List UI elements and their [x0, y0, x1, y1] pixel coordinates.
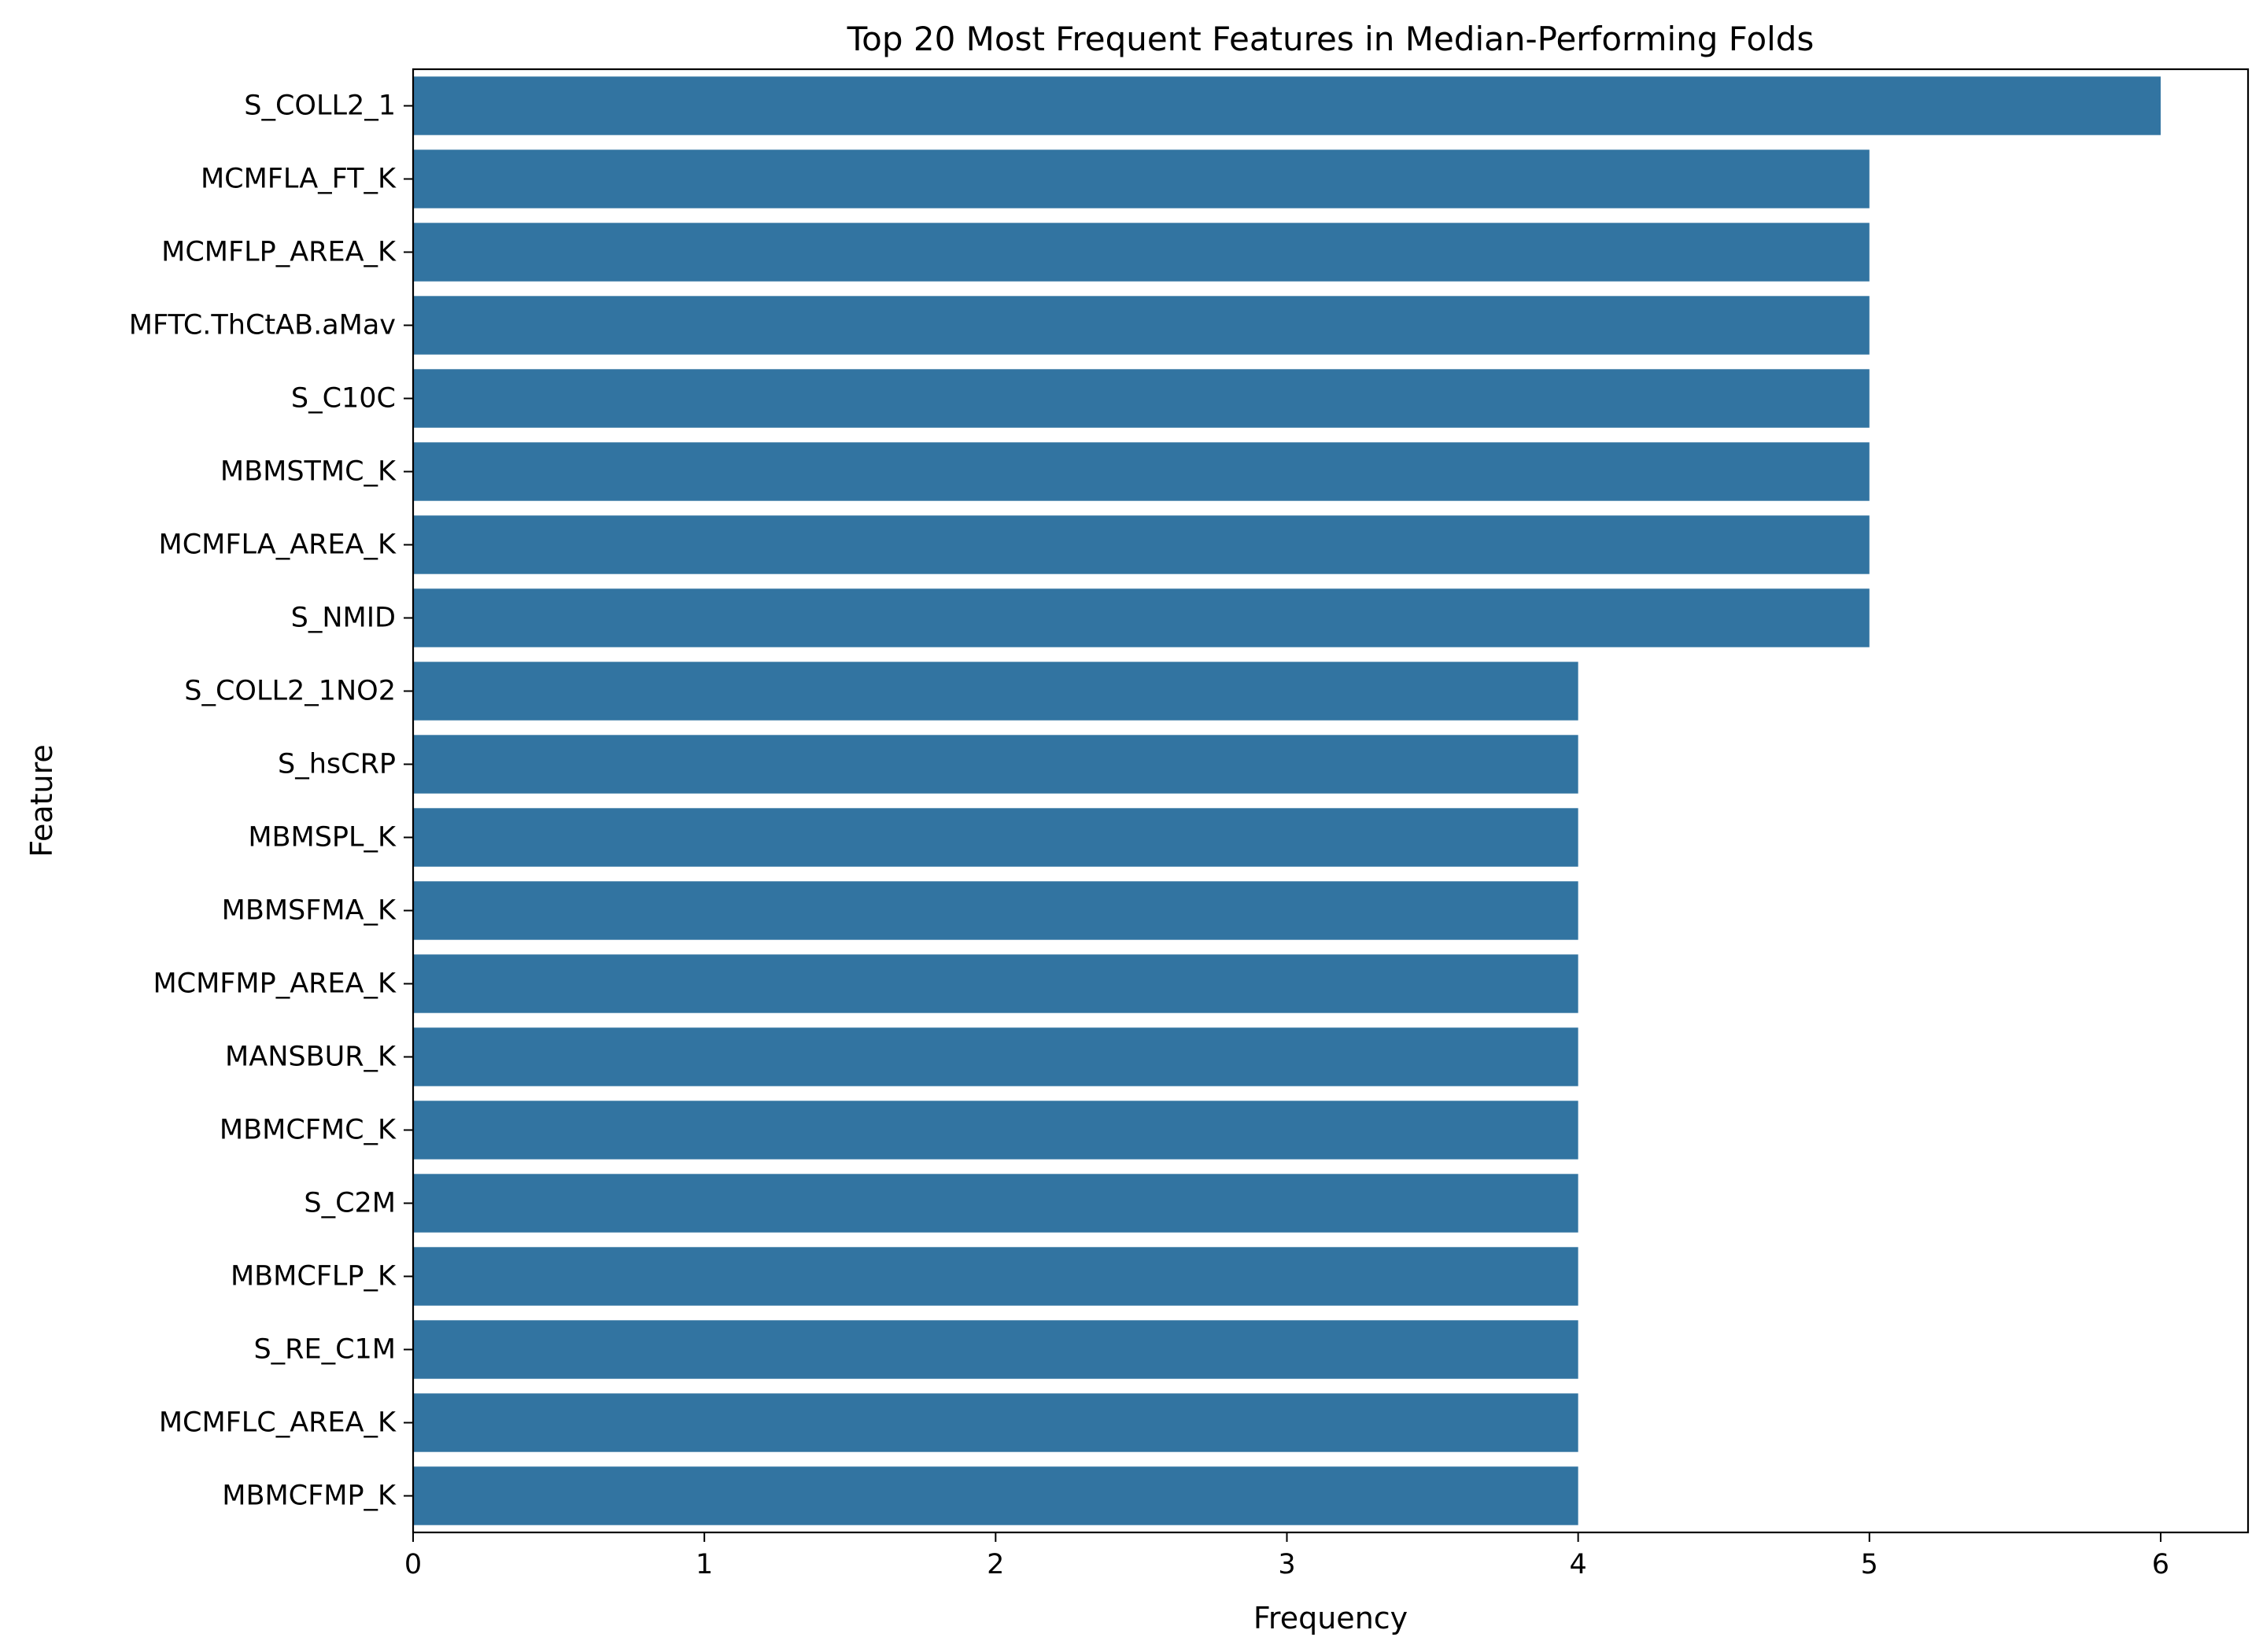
- bar-MCMFLC_AREA_K: [413, 1393, 1578, 1452]
- x-tick-label: 1: [696, 1549, 713, 1580]
- chart-title: Top 20 Most Frequent Features in Median-…: [847, 20, 1814, 58]
- y-tick-label: MCMFMP_AREA_K: [153, 968, 397, 1000]
- bar-S_C2M: [413, 1174, 1578, 1233]
- bar-S_hsCRP: [413, 735, 1578, 794]
- bar-MBMSPL_K: [413, 808, 1578, 867]
- bar-MCMFLP_AREA_K: [413, 223, 1870, 282]
- y-tick-label: S_NMID: [291, 603, 396, 634]
- y-tick-label: S_hsCRP: [278, 749, 396, 780]
- y-tick-label: MBMSPL_K: [248, 822, 397, 854]
- x-tick-label: 6: [2152, 1549, 2169, 1580]
- bar-S_COLL2_1: [413, 76, 2161, 135]
- bar-MFTC.ThCtAB.aMav: [413, 296, 1870, 355]
- y-tick-label: S_RE_C1M: [253, 1334, 396, 1366]
- y-tick-label: MCMFLA_AREA_K: [159, 529, 397, 561]
- y-tick-label: MANSBUR_K: [225, 1042, 397, 1073]
- x-tick-label: 4: [1569, 1549, 1586, 1580]
- x-tick-label: 0: [404, 1549, 422, 1580]
- y-tick-label: MBMSFMA_K: [222, 895, 397, 927]
- y-tick-label: S_COLL2_1: [244, 90, 396, 122]
- plot-frame: [412, 68, 2250, 1534]
- bar-S_NMID: [413, 588, 1870, 647]
- bar-MBMCFMC_K: [413, 1101, 1578, 1160]
- y-tick-label: S_COLL2_1NO2: [184, 676, 396, 707]
- bar-S_RE_C1M: [413, 1320, 1578, 1379]
- y-tick-label: S_C2M: [304, 1188, 396, 1219]
- y-tick-label: MFTC.ThCtAB.aMav: [129, 310, 396, 341]
- bar-MBMSFMA_K: [413, 881, 1578, 940]
- bar-S_C10C: [413, 369, 1870, 428]
- bar-MBMCFLP_K: [413, 1247, 1578, 1306]
- y-axis-ticks: S_COLL2_1 MCMFLA_FT_K MCMFLP_AREA_K MFTC.Th…: [129, 90, 413, 1512]
- bar-MCMFMP_AREA_K: [413, 954, 1578, 1013]
- y-tick-label: MCMFLP_AREA_K: [161, 237, 397, 268]
- y-tick-label: MCMFLC_AREA_K: [159, 1407, 397, 1439]
- y-tick-label: MBMCFMP_K: [222, 1481, 397, 1512]
- y-tick-label: MBMSTMC_K: [220, 456, 397, 488]
- y-tick-label: MBMCFLP_K: [231, 1261, 397, 1292]
- x-tick-label: 5: [1861, 1549, 1878, 1580]
- x-tick-label: 3: [1278, 1549, 1295, 1580]
- x-axis-title: Frequency: [1253, 1601, 1408, 1635]
- x-tick-label: 2: [987, 1549, 1004, 1580]
- bar-MBMCFMP_K: [413, 1466, 1578, 1525]
- bar-MANSBUR_K: [413, 1027, 1578, 1086]
- y-axis-title: Feature: [24, 744, 59, 857]
- x-axis-ticks: 0 1 2 3 4 5 6: [404, 1532, 2169, 1580]
- y-tick-label: MBMCFMC_K: [220, 1115, 397, 1146]
- bar-MCMFLA_AREA_K: [413, 515, 1870, 574]
- bar-S_COLL2_1NO2: [413, 662, 1578, 721]
- y-tick-label: MCMFLA_FT_K: [201, 164, 397, 195]
- y-tick-label: S_C10C: [291, 383, 396, 415]
- bars-group: [413, 76, 2161, 1525]
- bar-MCMFLA_FT_K: [413, 149, 1870, 208]
- bar-MBMSTMC_K: [413, 442, 1870, 501]
